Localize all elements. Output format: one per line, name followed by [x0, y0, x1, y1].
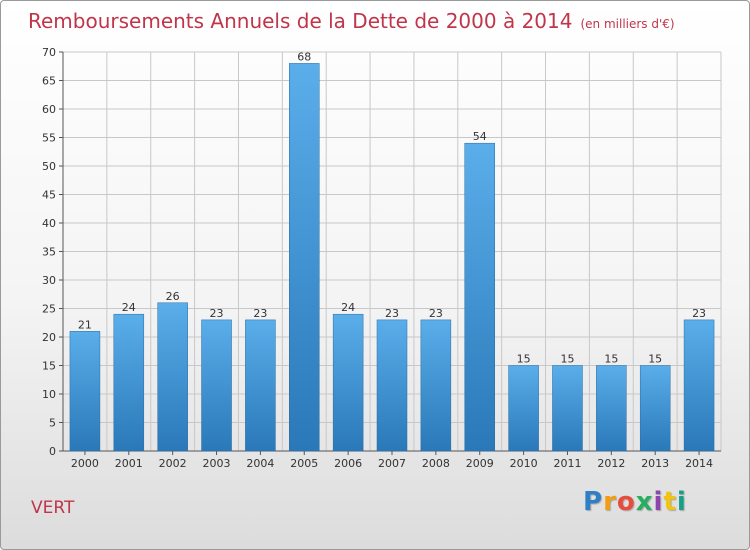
data-label: 15 — [517, 353, 531, 366]
y-tick-label: 10 — [42, 388, 56, 401]
y-tick-label: 0 — [49, 445, 56, 458]
data-label: 68 — [297, 50, 311, 63]
logo-letter: i — [653, 487, 664, 517]
y-tick-label: 5 — [49, 417, 56, 430]
data-label: 23 — [692, 307, 706, 320]
x-tick-label: 2010 — [510, 457, 538, 470]
y-tick-label: 55 — [42, 132, 56, 145]
bar — [289, 63, 320, 452]
bar — [596, 365, 627, 452]
y-tick-label: 15 — [42, 360, 56, 373]
commune-name: VERT — [31, 498, 75, 518]
bar — [201, 319, 232, 452]
x-tick-label: 2002 — [159, 457, 187, 470]
logo-letter: t — [663, 487, 677, 517]
proxiti-logo[interactable]: Proxiti — [583, 487, 687, 517]
logo-letter: P — [583, 487, 604, 517]
x-tick-label: 2008 — [422, 457, 450, 470]
labels: 21 24 26 23 23 68 24 23 23 54 15 15 15 15 23 — [78, 50, 706, 365]
chart-title-text: Remboursements Annuels de la Dette de 20… — [28, 9, 573, 33]
y-tick-label: 45 — [42, 189, 56, 202]
data-label: 24 — [341, 301, 355, 314]
y-tick-label: 20 — [42, 331, 56, 344]
x-tick-label: 2006 — [334, 457, 362, 470]
data-label: 24 — [122, 301, 136, 314]
bar — [508, 365, 539, 452]
chart-title: Remboursements Annuels de la Dette de 20… — [28, 9, 675, 33]
x-tick-label: 2013 — [641, 457, 669, 470]
y-tick-label: 35 — [42, 246, 56, 259]
logo-letter: r — [603, 487, 617, 517]
data-label: 15 — [604, 353, 618, 366]
logo-letter: o — [616, 487, 636, 517]
bar — [639, 365, 671, 452]
data-label: 15 — [648, 353, 662, 366]
bar — [376, 319, 408, 452]
y-tick-label: 40 — [42, 217, 56, 230]
x-tick-label: 2000 — [71, 457, 99, 470]
y-tick-label: 50 — [42, 160, 56, 173]
bar — [332, 313, 364, 452]
bars — [69, 63, 715, 452]
bar — [245, 319, 276, 452]
y-tick-label: 25 — [42, 303, 56, 316]
chart-unit-text: (en milliers d'€) — [580, 17, 675, 31]
data-label: 54 — [473, 130, 487, 143]
data-label: 23 — [429, 307, 443, 320]
bar — [157, 302, 188, 452]
x-tick-label: 2009 — [466, 457, 494, 470]
data-label: 26 — [166, 290, 180, 303]
x-tick-label: 2011 — [553, 457, 581, 470]
bar — [113, 313, 145, 452]
bar — [69, 331, 101, 452]
bar — [464, 142, 495, 452]
data-label: 23 — [385, 307, 399, 320]
bar — [552, 365, 583, 452]
y-tick-label: 30 — [42, 274, 56, 287]
logo-letter: i — [676, 487, 687, 517]
x-tick-label: 2001 — [115, 457, 143, 470]
data-label: 15 — [560, 353, 574, 366]
x-tick-label: 2003 — [203, 457, 231, 470]
x-tick-label: 2004 — [246, 457, 274, 470]
y-tick-label: 60 — [42, 103, 56, 116]
data-label: 23 — [253, 307, 267, 320]
x-tick-label: 2012 — [597, 457, 625, 470]
data-label: 21 — [78, 318, 92, 331]
x-tick-label: 2005 — [290, 457, 318, 470]
bar — [683, 319, 715, 452]
data-label: 23 — [210, 307, 224, 320]
logo-letter: x — [635, 487, 654, 517]
x-tick-label: 2014 — [685, 457, 713, 470]
x-tick-label: 2007 — [378, 457, 406, 470]
bar — [420, 319, 452, 452]
y-tick-label: 65 — [42, 75, 56, 88]
y-tick-label: 70 — [42, 46, 56, 59]
